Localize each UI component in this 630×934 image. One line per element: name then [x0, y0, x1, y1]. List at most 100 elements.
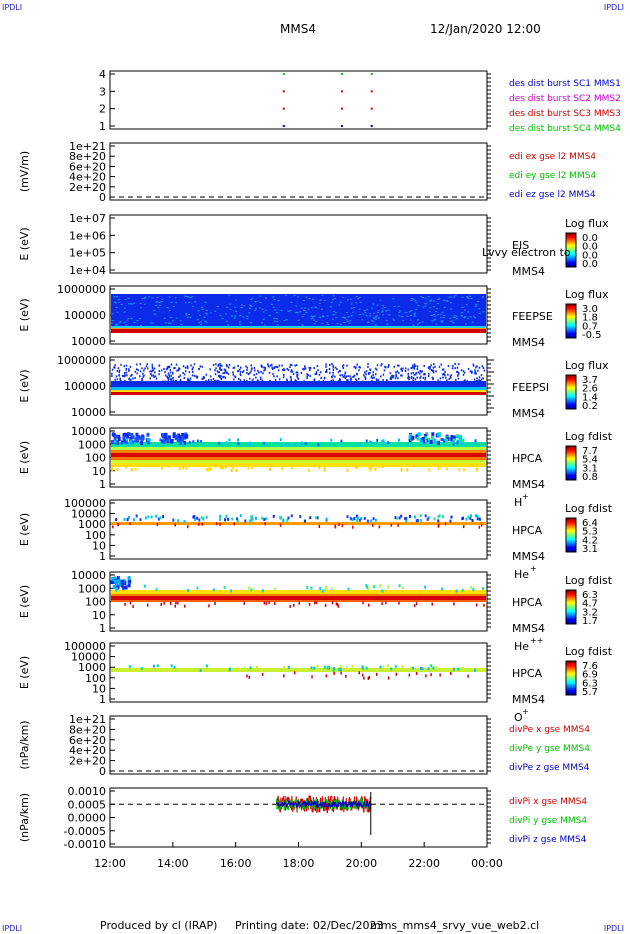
hpca_o-cell [358, 671, 361, 675]
feepse-cell [315, 320, 318, 322]
feepse-cell [185, 313, 188, 315]
feepsi-cell [439, 377, 442, 380]
colorbar-hpca_he2 [565, 589, 577, 625]
hpca_o-cell [246, 674, 248, 678]
feepse-cell [311, 298, 314, 300]
feepsi-cell [215, 363, 217, 366]
feepsi-cell [245, 365, 247, 368]
hpca_he2-cell [127, 583, 131, 588]
hpca_h-cell [452, 435, 456, 440]
feepsi-cell [282, 369, 284, 372]
feepse-cell [453, 315, 456, 317]
feepsi-cell [271, 363, 273, 366]
hpca_h-cell [456, 441, 459, 445]
feepse-cell [339, 323, 342, 325]
hpca_h-cell [456, 434, 460, 439]
feepsi-cell [474, 372, 476, 375]
hpca_h-cell [110, 439, 114, 444]
feepse-cell [206, 313, 209, 315]
hpca_o-spectrogram [111, 664, 486, 680]
feepsi-cell [315, 373, 318, 376]
hpca_he2-cell [116, 576, 120, 581]
hpca_he2-band [111, 596, 486, 601]
feepsi-cell [283, 373, 285, 376]
feepse-cell [262, 318, 265, 320]
feepsi-cell [209, 368, 211, 371]
feepse-cell [478, 312, 481, 314]
feepse-cell [227, 324, 230, 326]
feepse-cell [481, 297, 484, 299]
hpca_h-cell [374, 467, 377, 471]
feepsi-cell [326, 369, 328, 372]
cbar-tick-feepse: 1.8 [582, 313, 598, 324]
hpca_o-cell [333, 671, 335, 675]
feepse-cell [203, 320, 206, 322]
cbar-tick-hpca_he2: 6.3 [582, 590, 598, 601]
feepse-cell [297, 319, 300, 321]
feepsi-cell [201, 378, 203, 381]
hpca_he-cell [250, 518, 253, 522]
feepse-cell [259, 295, 262, 297]
hpca_o-cell [206, 664, 209, 668]
feepsi-cell [353, 365, 356, 368]
hpca_he-cell [394, 516, 397, 520]
feepsi-cell [341, 374, 343, 377]
hpca_o-cell [439, 673, 441, 677]
feepse-cell [248, 307, 251, 309]
hpca_he-cell [287, 516, 290, 520]
feepsi-cell [309, 375, 311, 378]
hpca_he2-cell [366, 585, 369, 589]
feepsi-cell [372, 371, 374, 374]
hpca_o-cell [409, 666, 412, 670]
feepse-cell [136, 320, 139, 322]
cbar-tick-hpca_h: 7.7 [582, 446, 598, 457]
feepse-cell [358, 297, 361, 299]
feepsi-cell [125, 364, 128, 367]
feepsi-cell [462, 370, 465, 373]
hpca_h-cell [130, 432, 134, 437]
feepse-cell [259, 307, 262, 309]
feepsi-cell [219, 363, 221, 366]
feepse-cell [289, 310, 292, 312]
hpca_h-cell [199, 439, 202, 443]
feepse-cell [276, 312, 279, 314]
hpca_h-cell [381, 465, 384, 469]
hpca_he2-cell [424, 589, 427, 593]
feepsi-cell [338, 369, 341, 372]
feepse-cell [311, 317, 314, 319]
feepse-cell [409, 319, 412, 321]
feepse-cell [191, 296, 194, 298]
feepsi-cell [141, 379, 143, 382]
feepsi-cell [151, 363, 153, 366]
hpca_h-cell [172, 432, 176, 437]
hpca_h-cell [365, 439, 368, 443]
cbar-title-hpca_h: Log fdist [565, 430, 613, 443]
feepsi-cell [252, 378, 254, 381]
feepsi-cell [237, 370, 239, 373]
feepsi-cell [358, 369, 360, 372]
feepse-cell [415, 309, 418, 311]
hpca_h-cell [421, 436, 425, 441]
feepsi-cell [336, 368, 338, 371]
feepse-cell [280, 309, 283, 311]
hpca_o-cell [333, 666, 336, 670]
feepsi-cell [143, 374, 145, 377]
hpca_he2-cell [483, 603, 485, 607]
feepsi-cell [302, 368, 304, 371]
ytick-label-edi: 1e+21 [69, 140, 106, 153]
hpca_he-cell [424, 514, 427, 518]
hpca_h-cell [380, 440, 383, 444]
hpca_he2-cell [373, 585, 376, 589]
feepsi-cell [462, 373, 465, 376]
hpca_h-cell [117, 437, 121, 442]
hpca_he2-cell [308, 602, 311, 606]
feepsi-cell [184, 370, 187, 373]
feepsi-cell [424, 376, 427, 379]
hpca_he2-cell [321, 589, 324, 593]
feepsi-cell [292, 373, 295, 376]
feepse-cell [251, 297, 254, 299]
hpca_o-cell [140, 666, 143, 670]
feepsi-cell [332, 379, 335, 382]
feepse-cell [343, 317, 346, 319]
feepsi-cell [374, 373, 377, 376]
